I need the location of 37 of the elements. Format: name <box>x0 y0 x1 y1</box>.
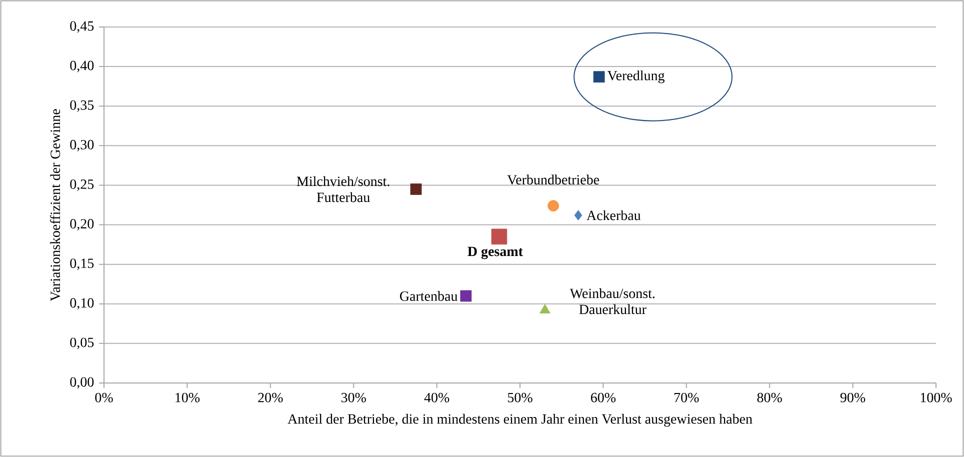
x-tick-label: 100% <box>920 392 952 402</box>
series-label: D gesamt <box>468 246 523 260</box>
x-tick-label: 90% <box>840 392 866 402</box>
point <box>491 228 508 245</box>
y-tick-label: 0,25 <box>70 179 94 191</box>
y-tick-label: 0,10 <box>70 298 94 310</box>
y-tick-label: 0,35 <box>70 100 94 112</box>
series-label: Milchvieh/sonst. Futterbau <box>296 176 390 202</box>
series-label: Weinbau/sonst. Dauerkultur <box>570 288 655 314</box>
series-label: Verbundbetriebe <box>507 174 600 185</box>
y-tick-label: 0,30 <box>70 140 94 152</box>
y-axis-title: Variationskoeffizient der Gewinne <box>50 109 60 302</box>
point <box>593 71 605 83</box>
y-tick-label: 0,45 <box>70 21 94 33</box>
series-label: Veredlung <box>607 70 665 84</box>
y-tick-label: 0,20 <box>70 219 94 230</box>
y-tick-label: 0,40 <box>70 60 94 72</box>
x-tick-label: 60% <box>590 392 616 402</box>
x-tick-label: 40% <box>424 392 450 402</box>
x-tick-label: 70% <box>674 392 699 402</box>
point <box>410 183 422 195</box>
y-tick-label: 0,15 <box>70 258 94 270</box>
x-tick-label: 80% <box>757 392 782 402</box>
point <box>460 290 472 302</box>
y-tick-label: 0,05 <box>70 338 94 350</box>
x-tick-label: 30% <box>341 392 366 402</box>
point <box>548 200 559 212</box>
x-tick-label: 50% <box>508 392 532 402</box>
series-label: Gartenbau <box>400 291 458 301</box>
x-tick-label: 10% <box>176 392 200 402</box>
point <box>540 304 550 314</box>
x-tick-label: 0% <box>95 392 113 402</box>
x-tick-label: 20% <box>258 392 283 402</box>
y-tick-label: 0,00 <box>70 377 94 389</box>
series-label: Ackerbau <box>586 210 641 220</box>
point <box>574 210 582 220</box>
x-axis-title: Anteil der Betriebe, die in mindestens einem Jahr einen Verlust ausgewiesen haben <box>288 414 752 427</box>
